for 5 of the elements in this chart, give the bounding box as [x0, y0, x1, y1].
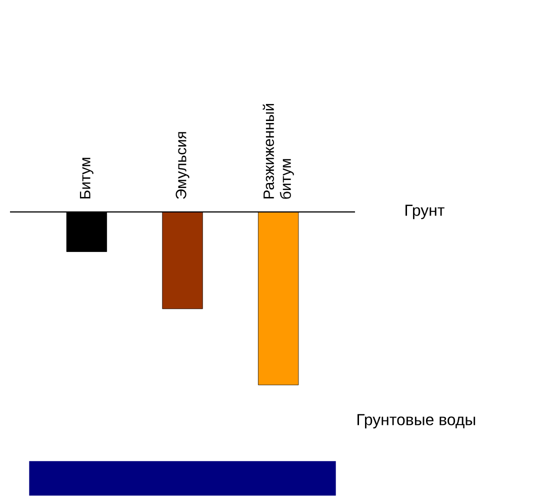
x-tick-label: Эмульсия	[176, 132, 190, 199]
band-label: Грунтовые воды	[358, 414, 476, 428]
text: Грунт	[406, 204, 444, 220]
x-tick-label: Разжиженный битум	[262, 104, 294, 199]
x-tick-label: Битум	[80, 158, 94, 198]
